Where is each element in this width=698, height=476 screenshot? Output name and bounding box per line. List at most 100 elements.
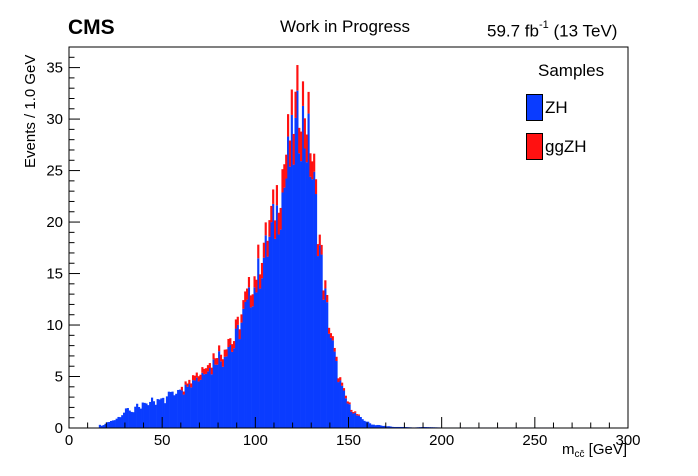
ggzh-bin (311, 161, 314, 180)
ggzh-bin (197, 376, 200, 382)
zh-bin (152, 401, 156, 428)
zh-bin (154, 404, 157, 428)
zh-bin (383, 425, 387, 428)
x-tick-label: 50 (154, 432, 171, 449)
zh-bin (396, 426, 400, 428)
y-tick-label: 20 (46, 214, 63, 231)
ggzh-bin (294, 91, 297, 118)
ggzh-bin (227, 338, 230, 347)
zh-bin (227, 346, 230, 428)
ggzh-bin (314, 179, 318, 195)
zh-bin (333, 351, 336, 428)
zh-bin (177, 389, 180, 428)
zh-bin (191, 380, 195, 428)
ggzh-bin (270, 205, 273, 223)
zh-bin (292, 164, 295, 428)
zh-bin (342, 390, 346, 428)
x-tick-label: 300 (615, 432, 640, 449)
ggzh-bin (339, 377, 342, 381)
legend-label-zh: ZH (545, 97, 568, 117)
ggzh-bin (322, 290, 325, 300)
zh-bin (100, 425, 103, 428)
ggzh-bin (273, 220, 277, 239)
zh-bin (365, 421, 368, 428)
zh-bin (169, 391, 172, 428)
zh-bin (350, 411, 353, 428)
zh-bin (171, 391, 174, 428)
ggzh-bin (283, 164, 286, 188)
zh-bin (313, 171, 316, 428)
zh-bin (175, 393, 178, 428)
zh-bin (355, 415, 359, 428)
zh-bin (145, 403, 148, 428)
zh-bin (322, 299, 325, 428)
ggzh-bin (281, 169, 284, 193)
ggzh-bin (313, 153, 316, 172)
zh-bin (320, 254, 323, 428)
x-tick-label: 250 (522, 432, 547, 449)
zh-bin (134, 406, 137, 428)
ggzh-bin (316, 244, 319, 257)
zh-bin (201, 372, 204, 428)
zh-bin (238, 339, 241, 428)
zh-bin (210, 374, 213, 428)
ggzh-bin (290, 89, 293, 115)
zh-bin (346, 403, 349, 428)
zh-bin (387, 426, 390, 428)
x-axis: 0 50 100 150 200 250 300 (65, 417, 641, 449)
zh-bin (361, 419, 364, 428)
ggzh-bin (234, 319, 237, 329)
zh-bin (328, 333, 331, 428)
zh-bin (260, 278, 264, 428)
ggzh-bin (279, 207, 282, 230)
ggzh-bin (262, 242, 265, 258)
zh-bin (104, 423, 107, 428)
zh-bin (236, 324, 239, 428)
zh-bin (329, 337, 333, 428)
ggzh-bin (242, 300, 245, 309)
ggzh-bin (331, 336, 334, 341)
zh-bin (335, 361, 338, 428)
zh-bin (225, 356, 228, 428)
y-axis-label: Events / 1.0 GeV (22, 54, 39, 168)
ggzh-bin (190, 383, 193, 388)
ggzh-bin (268, 220, 271, 237)
zh-bin (393, 426, 396, 428)
zh-bin (184, 384, 187, 428)
ggzh-bin (244, 291, 247, 302)
ggzh-bin (218, 345, 221, 352)
ggzh-bin (199, 374, 202, 380)
legend-item-ggzh: ggZH (526, 133, 587, 160)
zh-bin (266, 256, 269, 428)
ggzh-bin (221, 359, 224, 367)
legend-swatch-ggzh (526, 133, 543, 160)
ggzh-bin (195, 372, 198, 378)
zh-bin (214, 364, 217, 428)
ggzh-bin (255, 279, 258, 293)
zh-bin (257, 258, 260, 428)
ggzh-bin (240, 314, 243, 323)
ggzh-bin (350, 409, 353, 412)
zh-bin (182, 394, 185, 428)
ggzh-bin (203, 368, 206, 375)
zh-bin (285, 178, 288, 428)
zh-bin (326, 302, 329, 428)
zh-bin (123, 412, 126, 428)
zh-bin (298, 153, 301, 428)
zh-bin (167, 391, 170, 428)
ggzh-bin (335, 356, 338, 362)
zh-bin (357, 415, 360, 428)
zh-bin (272, 203, 275, 428)
zh-bin (264, 235, 267, 428)
ggzh-bin (287, 114, 290, 137)
zh-bin (216, 364, 219, 428)
zh-bin (115, 418, 118, 428)
zh-bin (307, 113, 310, 429)
ggzh-bin (225, 349, 228, 357)
ggzh-bin (188, 379, 191, 385)
zh-bin (130, 411, 133, 428)
zh-bin (119, 417, 122, 428)
ggzh-bin (249, 295, 252, 308)
ggzh-bin (238, 329, 241, 340)
